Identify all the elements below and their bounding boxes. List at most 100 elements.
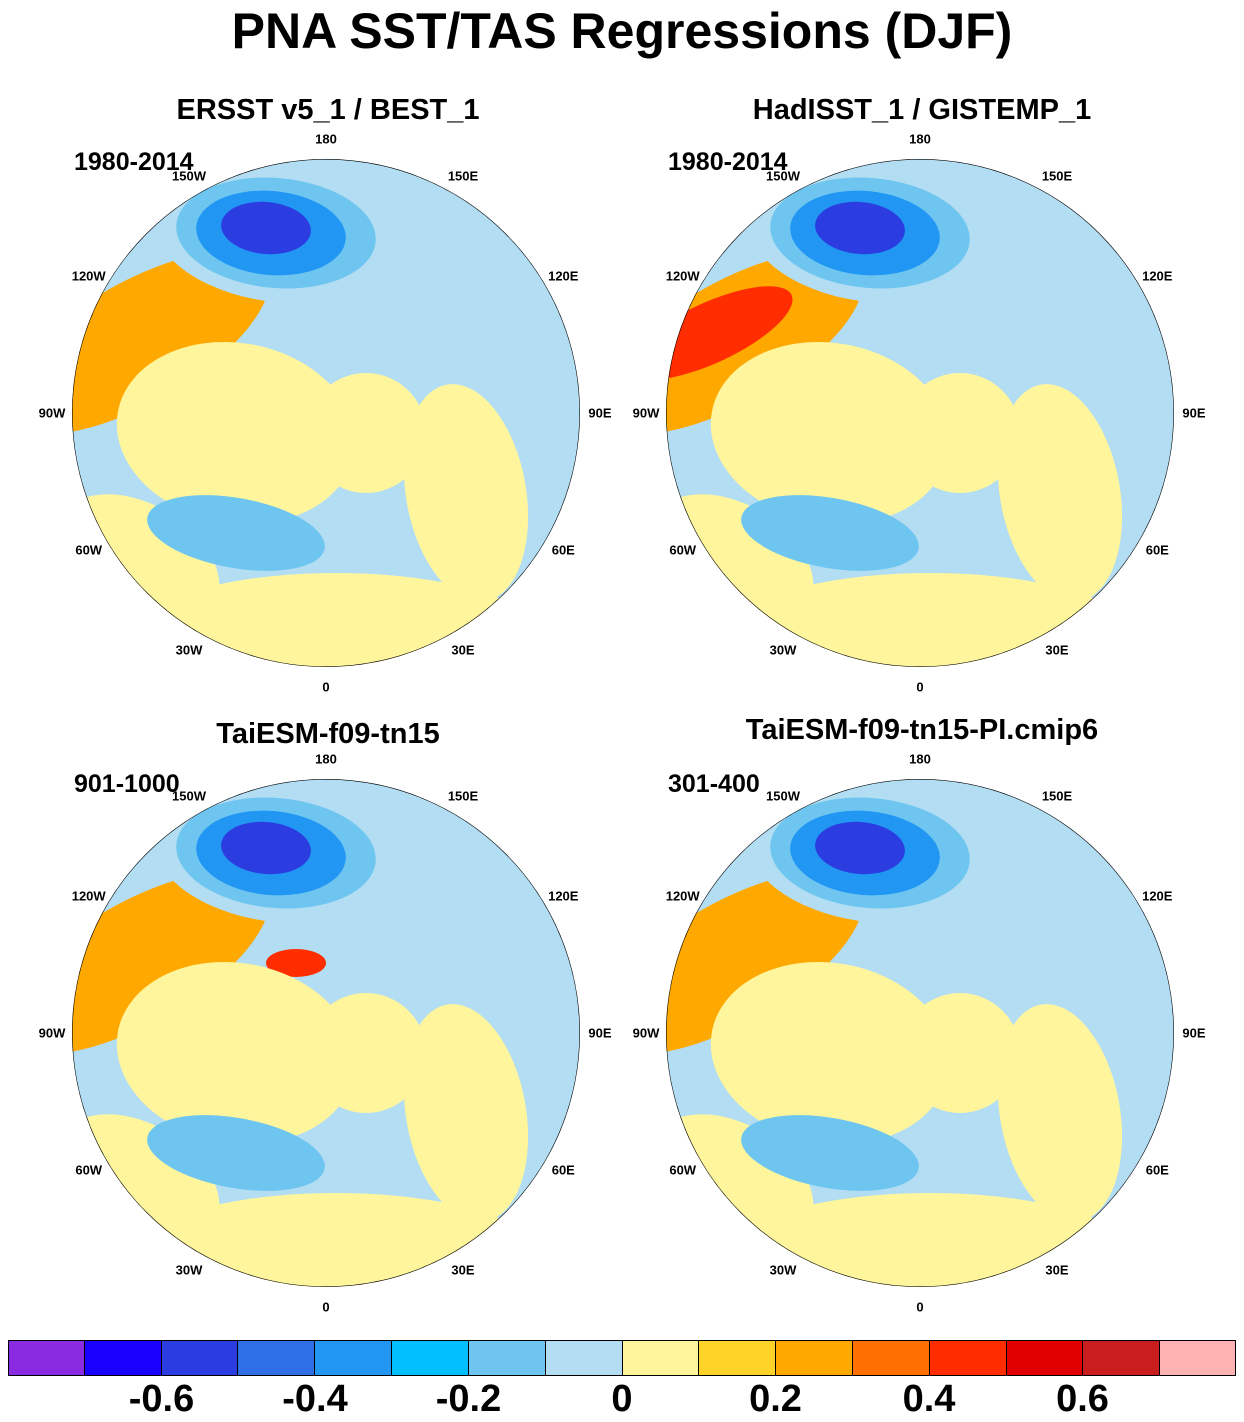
longitude-label: 90W bbox=[38, 405, 66, 421]
positive-anomaly bbox=[403, 1004, 529, 1222]
longitude-label: 30W bbox=[769, 642, 797, 658]
warm-anomaly bbox=[72, 871, 270, 1055]
warm-anomaly bbox=[666, 871, 864, 1055]
longitude-label: 30W bbox=[769, 1262, 797, 1278]
longitude-label: 60E bbox=[1145, 1162, 1169, 1178]
map-panel-ersst: ERSST v5_1 / BEST_1 1980-2014 bbox=[68, 90, 628, 690]
colorbar-swatch bbox=[852, 1340, 930, 1376]
longitude-label: 90E bbox=[588, 1025, 612, 1041]
longitude-label: 90W bbox=[632, 405, 660, 421]
colorbar-swatch bbox=[929, 1340, 1007, 1376]
cold-anomaly bbox=[815, 201, 905, 255]
warm-anomaly bbox=[72, 251, 270, 435]
colorbar-tick-label: 0.6 bbox=[1056, 1378, 1109, 1420]
longitude-label: 30W bbox=[175, 1262, 203, 1278]
panel-title: TaiESM-f09-tn15-PI.cmip6 bbox=[745, 714, 1099, 746]
longitude-label: 90W bbox=[38, 1025, 66, 1041]
longitude-label: 120E bbox=[548, 888, 579, 904]
polar-map bbox=[72, 779, 580, 1287]
colorbar-swatch bbox=[622, 1340, 700, 1376]
period-label: 901-1000 bbox=[74, 770, 180, 798]
longitude-label: 0 bbox=[916, 679, 924, 695]
colorbar-tick-label: 0.4 bbox=[902, 1378, 956, 1420]
longitude-label: 90W bbox=[632, 1025, 660, 1041]
colorbar-swatch bbox=[468, 1340, 546, 1376]
colorbar-swatch bbox=[776, 1340, 853, 1376]
positive-anomaly bbox=[116, 961, 356, 1145]
colorbar-swatch bbox=[238, 1340, 316, 1376]
longitude-label: 180 bbox=[315, 751, 337, 767]
cold-anomaly bbox=[147, 495, 325, 571]
positive-anomaly bbox=[900, 373, 1020, 493]
longitude-label: 150E bbox=[447, 788, 479, 804]
cold-anomaly bbox=[741, 1115, 919, 1191]
longitude-label: 0 bbox=[322, 679, 330, 695]
positive-anomaly bbox=[710, 341, 950, 525]
polar-map bbox=[666, 779, 1174, 1287]
colorbar-swatch bbox=[699, 1340, 777, 1376]
longitude-label: 150E bbox=[1041, 168, 1073, 184]
longitude-label: 30E bbox=[1045, 1262, 1069, 1278]
longitude-label: 0 bbox=[916, 1299, 924, 1315]
longitude-label: 30W bbox=[175, 642, 203, 658]
colorbar-swatch bbox=[1083, 1340, 1161, 1376]
map-panel-taiesm-pi: TaiESM-f09-tn15-PI.cmip6 301-400 bbox=[662, 712, 1222, 1312]
longitude-label: 30E bbox=[1045, 642, 1069, 658]
longitude-label: 60W bbox=[75, 1162, 103, 1178]
panel-title: HadISST_1 / GISTEMP_1 bbox=[752, 94, 1092, 126]
colorbar-swatch bbox=[315, 1340, 393, 1376]
colorbar-swatch bbox=[8, 1340, 85, 1376]
longitude-label: 30E bbox=[451, 642, 475, 658]
longitude-label: 60W bbox=[669, 542, 697, 558]
longitude-label: 90E bbox=[1182, 405, 1206, 421]
longitude-label: 0 bbox=[322, 1299, 330, 1315]
colorbar-swatch bbox=[161, 1340, 239, 1376]
positive-anomaly bbox=[403, 384, 529, 602]
colorbar-tick-label: -0.4 bbox=[282, 1378, 348, 1420]
cold-anomaly bbox=[221, 821, 311, 875]
panel-title: TaiESM-f09-tn15 bbox=[216, 718, 440, 750]
longitude-label: 60W bbox=[75, 542, 103, 558]
longitude-label: 120W bbox=[665, 268, 700, 284]
positive-anomaly bbox=[997, 1004, 1123, 1222]
longitude-label: 150E bbox=[447, 168, 479, 184]
longitude-label: 120W bbox=[71, 268, 106, 284]
longitude-label: 180 bbox=[909, 751, 931, 767]
colorbar-swatch bbox=[1160, 1340, 1236, 1376]
positive-anomaly bbox=[116, 341, 356, 525]
colorbar-tick-label: 0.2 bbox=[749, 1378, 802, 1420]
longitude-label: 180 bbox=[315, 131, 337, 147]
longitude-label: 90E bbox=[588, 405, 612, 421]
cold-anomaly bbox=[815, 821, 905, 875]
longitude-label: 150E bbox=[1041, 788, 1073, 804]
period-label: 1980-2014 bbox=[668, 148, 788, 176]
colorbar-tick-label: -0.2 bbox=[435, 1378, 502, 1420]
positive-anomaly bbox=[900, 993, 1020, 1113]
cold-anomaly bbox=[221, 201, 311, 255]
cold-anomaly bbox=[147, 1115, 325, 1191]
longitude-label: 120E bbox=[1142, 888, 1173, 904]
colorbar-swatch bbox=[392, 1340, 469, 1376]
colorbar-tick-label: -0.6 bbox=[128, 1378, 195, 1420]
positive-anomaly bbox=[306, 373, 426, 493]
cold-anomaly bbox=[741, 495, 919, 571]
colorbar-tick-label: 0 bbox=[611, 1378, 633, 1420]
positive-anomaly bbox=[997, 384, 1123, 602]
longitude-label: 150W bbox=[766, 788, 800, 804]
longitude-label: 150W bbox=[172, 788, 206, 804]
longitude-label: 120W bbox=[71, 888, 106, 904]
longitude-label: 180 bbox=[909, 131, 931, 147]
longitude-label: 60E bbox=[1145, 542, 1169, 558]
longitude-label: 60E bbox=[551, 542, 575, 558]
polar-map bbox=[666, 159, 1174, 667]
colorbar-swatch bbox=[1006, 1340, 1084, 1376]
hot-anomaly bbox=[266, 949, 326, 977]
period-label: 1980-2014 bbox=[74, 148, 194, 176]
positive-anomaly bbox=[710, 961, 950, 1145]
longitude-label: 150W bbox=[766, 168, 800, 184]
longitude-label: 120E bbox=[548, 268, 579, 284]
longitude-label: 60E bbox=[551, 1162, 575, 1178]
colorbar-swatch bbox=[84, 1340, 162, 1376]
figure-title: PNA SST/TAS Regressions (DJF) bbox=[231, 3, 1013, 59]
period-label: 301-400 bbox=[668, 770, 760, 798]
